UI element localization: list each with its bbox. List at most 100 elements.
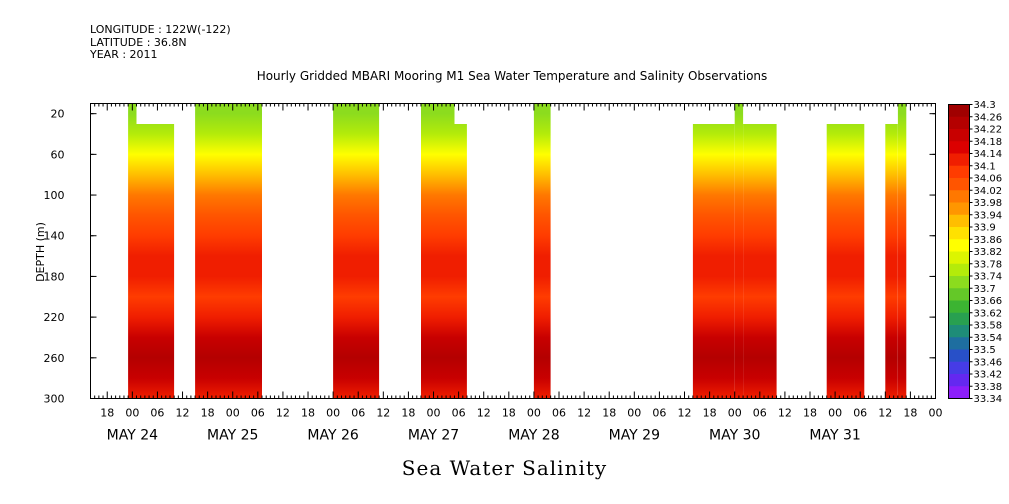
x-hour-label: 18	[502, 407, 516, 420]
colorbar-label: 33.34	[974, 394, 1003, 405]
x-hour-label: 18	[301, 407, 315, 420]
colorbar-label: 33.74	[974, 272, 1003, 283]
x-hour-label: 06	[652, 407, 666, 420]
data-segment	[421, 103, 455, 399]
colorbar-label: 34.3	[974, 100, 996, 111]
x-date-label: MAY 29	[609, 428, 660, 444]
x-hour-label: 00	[527, 407, 541, 420]
location-metadata: LONGITUDE : 122W(-122) LATITUDE : 36.8N …	[90, 23, 231, 62]
y-tick-label: 60	[51, 148, 65, 161]
colorbar-label: 34.06	[974, 174, 1003, 185]
colorbar-swatch	[948, 116, 970, 130]
colorbar-swatch	[948, 386, 970, 399]
x-hour-label: 18	[201, 407, 215, 420]
colorbar-label: 33.54	[974, 333, 1003, 344]
x-hour-label: 12	[477, 407, 491, 420]
colorbar-label: 33.38	[974, 382, 1003, 393]
x-hour-label: 12	[176, 407, 190, 420]
data-segment	[692, 124, 735, 399]
x-hour-label: 12	[878, 407, 892, 420]
variable-name: Sea Water Salinity	[401, 456, 608, 480]
colorbar-label: 34.14	[974, 149, 1003, 160]
x-hour-label: 00	[226, 407, 240, 420]
x-hour-label: 12	[376, 407, 390, 420]
colorbar-swatch	[948, 202, 970, 216]
x-date-label: MAY 25	[207, 428, 258, 444]
colorbar-label: 33.7	[974, 284, 996, 295]
x-hour-label: 18	[602, 407, 616, 420]
data-segment	[195, 103, 262, 399]
x-date-label: MAY 30	[709, 428, 760, 444]
chart-title: Hourly Gridded MBARI Mooring M1 Sea Wate…	[256, 69, 768, 83]
x-hour-label: 12	[678, 407, 692, 420]
data-segment	[897, 103, 907, 399]
x-hour-label: 18	[100, 407, 114, 420]
colorbar-swatch	[948, 251, 970, 265]
colorbar-swatch	[948, 141, 970, 154]
data-segment	[533, 103, 551, 399]
colorbar-label: 33.86	[974, 235, 1003, 246]
y-axis-label: DEPTH (m)	[34, 222, 47, 282]
data-segment	[136, 124, 175, 399]
data-segment	[333, 103, 380, 399]
y-tick-label: 220	[44, 311, 65, 324]
colorbar-label: 33.78	[974, 259, 1003, 270]
colorbar-label: 34.1	[974, 161, 996, 172]
y-tick-label: 100	[44, 189, 65, 202]
colorbar-label: 33.66	[974, 296, 1003, 307]
latitude-label: LATITUDE : 36.8N	[90, 35, 187, 49]
x-hour-label: 00	[125, 407, 139, 420]
colorbar-label: 33.5	[974, 345, 996, 356]
x-hour-label: 06	[853, 407, 867, 420]
colorbar-swatch	[948, 300, 970, 314]
x-date-label: MAY 24	[107, 428, 158, 444]
data-segment	[826, 124, 865, 399]
colorbar-label: 34.18	[974, 137, 1003, 148]
colorbar-swatch	[948, 129, 970, 142]
x-hour-label: 12	[577, 407, 591, 420]
x-hour-label: 12	[778, 407, 792, 420]
x-hour-label: 12	[276, 407, 290, 420]
colorbar-label: 33.42	[974, 370, 1003, 381]
x-hour-label: 18	[703, 407, 717, 420]
x-date-label: MAY 26	[307, 428, 358, 444]
x-hour-label: 06	[452, 407, 466, 420]
x-hour-label: 00	[929, 407, 943, 420]
x-hour-label: 18	[401, 407, 415, 420]
x-hour-label: 18	[903, 407, 917, 420]
longitude-label: LONGITUDE : 122W(-122)	[90, 23, 231, 36]
y-tick-label: 300	[44, 393, 65, 406]
colorbar-label: 34.26	[974, 112, 1003, 123]
data-segment	[734, 103, 744, 399]
y-tick-label: 140	[44, 230, 65, 243]
data-segment	[128, 103, 137, 399]
colorbar-label: 33.82	[974, 247, 1003, 258]
x-date-label: MAY 31	[809, 428, 860, 444]
colorbar-label: 33.58	[974, 321, 1003, 332]
colorbar-swatch	[948, 276, 970, 289]
colorbar-label: 33.94	[974, 210, 1003, 221]
x-date-label: MAY 28	[508, 428, 559, 444]
colorbar-swatch	[948, 214, 970, 228]
data-segment	[454, 124, 467, 399]
x-hour-label: 06	[150, 407, 164, 420]
y-tick-label: 260	[44, 352, 65, 365]
x-hour-label: 06	[251, 407, 265, 420]
x-date-label: MAY 27	[408, 428, 459, 444]
x-hour-label: 06	[351, 407, 365, 420]
colorbar-label: 34.22	[974, 125, 1003, 136]
colorbar-swatch	[948, 325, 970, 338]
colorbar-label: 33.9	[974, 223, 996, 234]
x-hour-label: 18	[803, 407, 817, 420]
data-segment	[885, 124, 898, 399]
colorbar-swatch	[948, 312, 970, 326]
x-hour-label: 06	[753, 407, 767, 420]
y-tick-label: 180	[44, 270, 65, 283]
colorbar-swatch	[948, 239, 970, 252]
x-hour-label: 00	[427, 407, 441, 420]
x-hour-label: 00	[828, 407, 842, 420]
colorbar-label: 33.62	[974, 308, 1003, 319]
colorbar-swatch	[948, 361, 970, 375]
colorbar-swatch	[948, 104, 970, 118]
